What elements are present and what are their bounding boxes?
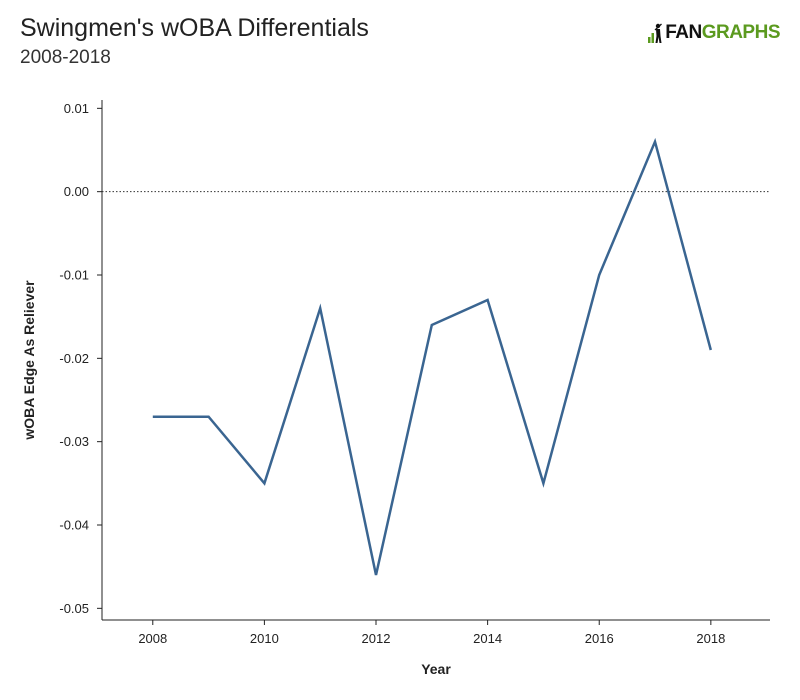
y-tick-label: -0.04 [59, 518, 89, 533]
y-tick-label: 0.00 [64, 184, 89, 199]
series-line [152, 137, 713, 576]
x-tick-label: 2016 [585, 631, 614, 646]
data-point [262, 481, 266, 485]
batter-icon [648, 23, 663, 43]
x-tick-label: 2010 [250, 631, 279, 646]
x-tick-label: 2012 [362, 631, 391, 646]
data-point [430, 323, 434, 327]
y-tick-label: -0.03 [59, 434, 89, 449]
data-point [597, 273, 601, 277]
data-point [151, 415, 155, 419]
chart-subtitle: 2008-2018 [20, 47, 111, 68]
data-point [541, 481, 545, 485]
data-point [486, 298, 490, 302]
y-axis-label: wOBA Edge As Reliever [21, 280, 37, 441]
logo-text-graphs: GRAPHS [701, 22, 781, 43]
y-tick-label: -0.01 [59, 268, 89, 283]
data-point [374, 573, 378, 577]
chart-title: Swingmen's wOBA Differentials [20, 14, 369, 42]
y-tick-label: 0.01 [64, 101, 89, 116]
fangraphs-logo[interactable]: FAN GRAPHS [648, 22, 781, 44]
data-point [318, 306, 322, 310]
data-point [709, 348, 713, 352]
data-point [207, 415, 211, 419]
data-point [653, 140, 657, 144]
x-axis-label: Year [421, 661, 451, 677]
y-tick-label: -0.02 [59, 351, 89, 366]
x-tick-label: 2014 [473, 631, 502, 646]
x-tick-label: 2018 [696, 631, 725, 646]
x-tick-label: 2008 [138, 631, 167, 646]
y-tick-label: -0.05 [59, 601, 89, 616]
logo-text-fan: FAN [665, 22, 702, 43]
